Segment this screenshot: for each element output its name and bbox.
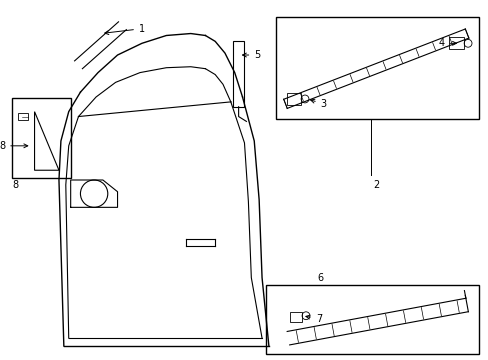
Ellipse shape xyxy=(81,180,107,207)
Text: 8: 8 xyxy=(0,141,28,151)
Text: 4: 4 xyxy=(438,38,455,48)
Bar xyxy=(12,98,71,178)
Text: 8: 8 xyxy=(12,180,18,190)
Bar xyxy=(275,17,478,120)
Text: 1: 1 xyxy=(104,24,145,35)
Text: 3: 3 xyxy=(310,99,326,109)
Text: 6: 6 xyxy=(317,273,323,283)
Bar xyxy=(265,285,478,354)
Text: 2: 2 xyxy=(373,180,379,190)
Text: 7: 7 xyxy=(305,314,322,324)
Text: 5: 5 xyxy=(242,50,260,60)
